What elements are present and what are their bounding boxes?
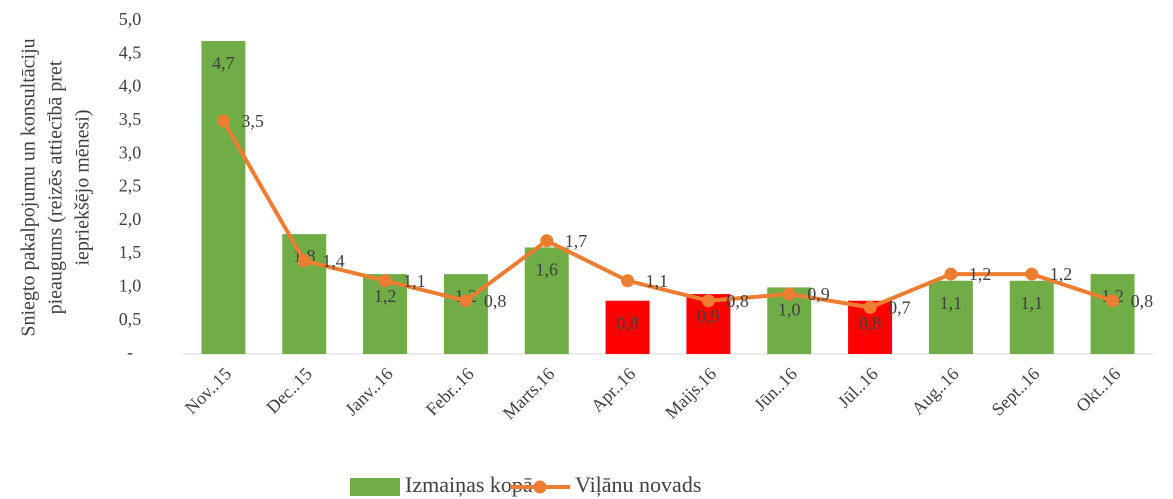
y-tick-label: 4,5	[119, 42, 142, 62]
x-tick-label: Maijs.16	[661, 364, 720, 423]
line-value-label: 0,8	[484, 291, 507, 311]
bar-value-label: 1,2	[374, 286, 397, 306]
line-marker	[944, 267, 958, 281]
bar-value-label: 1,0	[778, 300, 801, 320]
line-value-label: 0,8	[1131, 291, 1154, 311]
x-tick-label: Jūl..16	[834, 364, 882, 412]
y-tick-label: 4,0	[119, 76, 142, 96]
x-tick-label: Janv..16	[341, 364, 397, 420]
bar	[928, 280, 973, 354]
line-marker	[378, 274, 392, 288]
line-marker	[216, 114, 230, 128]
x-tick-label: Marts.16	[499, 364, 559, 424]
y-axis-title: iepriekšējo mēnesi)	[72, 109, 94, 265]
line-marker	[782, 287, 796, 301]
line-marker	[863, 300, 877, 314]
y-tick-label: 0,5	[119, 309, 142, 329]
line-marker	[701, 294, 715, 308]
y-tick-label: 1,0	[119, 276, 142, 296]
line-marker	[621, 274, 635, 288]
bar	[605, 300, 650, 354]
bar-value-label: 0,8	[616, 313, 639, 333]
line-value-label: 1,7	[565, 231, 588, 251]
line-marker	[1106, 294, 1120, 308]
x-tick-label: Aug..16	[908, 364, 963, 419]
bar	[1009, 280, 1054, 354]
bar	[363, 274, 408, 354]
bar	[201, 40, 246, 354]
x-tick-label: Jūn..16	[750, 364, 801, 415]
legend-swatch	[350, 478, 400, 496]
y-axis-title: pieaugums (reizēs attiecībā pret	[45, 60, 67, 314]
y-tick-label: 2,5	[119, 176, 142, 196]
y-tick-label: 3,5	[119, 109, 142, 129]
line-value-label: 1,4	[322, 251, 345, 271]
line-value-label: 1,2	[969, 264, 992, 284]
x-tick-label: Dec..15	[262, 364, 316, 418]
bar-value-label: 1,1	[1021, 293, 1044, 313]
bar-value-label: 4,7	[212, 53, 235, 73]
legend-label: Viļānu novads	[575, 472, 701, 497]
bar	[1090, 274, 1135, 354]
bar-value-label: 0,9	[697, 306, 720, 326]
y-axis-title: Sniegto pakalpojumu un konsultāciju	[18, 38, 40, 336]
bar	[524, 247, 569, 354]
y-tick-label: 1,5	[119, 242, 142, 262]
x-tick-label: Apr..16	[587, 364, 639, 416]
y-tick-label: -	[127, 342, 133, 362]
x-tick-label: Nov..15	[181, 364, 235, 418]
bar-value-label: 1,1	[940, 293, 963, 313]
y-tick-label: 3,0	[119, 142, 142, 162]
bar	[282, 234, 327, 354]
legend-marker	[533, 480, 547, 494]
line-value-label: 1,1	[403, 271, 426, 291]
line-marker	[459, 294, 473, 308]
bar-value-label: 0,8	[859, 313, 882, 333]
line-value-label: 1,1	[646, 271, 669, 291]
line-value-label: 0,9	[807, 284, 830, 304]
y-tick-label: 5,0	[119, 9, 142, 29]
line-marker	[540, 234, 554, 248]
x-tick-label: Okt..16	[1072, 364, 1124, 416]
bar-value-label: 1,6	[536, 260, 559, 280]
line-marker	[1025, 267, 1039, 281]
x-tick-label: Sept..16	[988, 364, 1044, 420]
line-value-label: 3,5	[241, 111, 264, 131]
line-value-label: 0,7	[888, 298, 911, 318]
x-tick-label: Febr..16	[422, 364, 478, 420]
line	[221, 119, 1114, 310]
line-value-label: 1,2	[1050, 264, 1073, 284]
legend-label: Izmaiņas kopā	[405, 472, 533, 497]
line-value-label: 0,8	[726, 291, 749, 311]
y-tick-label: 2,0	[119, 209, 142, 229]
line-marker	[297, 254, 311, 268]
